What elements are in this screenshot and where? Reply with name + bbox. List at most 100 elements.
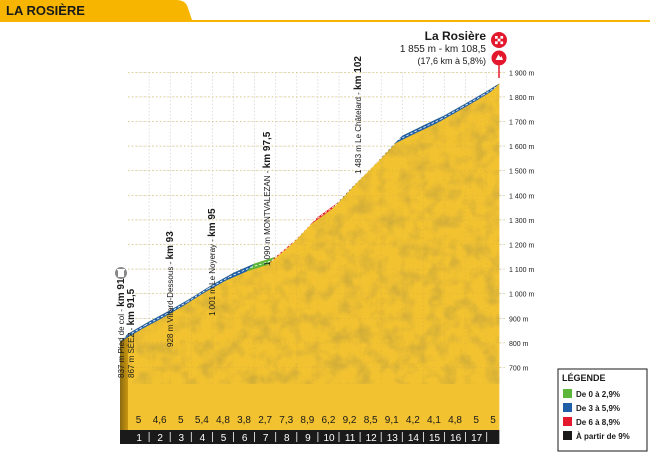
gradient-profile-line xyxy=(120,83,500,342)
y-tick-label: 1 000 m xyxy=(509,292,534,299)
legend-item-moderate: De 3 à 5,9% xyxy=(563,403,620,413)
profile-segment xyxy=(120,321,150,342)
terrain-side xyxy=(120,333,128,438)
gradient-label: 6,2 xyxy=(321,415,335,426)
svg-text:À partir de 9%: À partir de 9% xyxy=(576,432,630,441)
gradient-label: 4,1 xyxy=(427,415,441,426)
km-tick-label: 2 xyxy=(157,433,163,444)
profile-segment xyxy=(309,201,339,225)
header-tab: LA ROSIÈRE xyxy=(0,0,650,22)
gradient-label: 5 xyxy=(178,415,184,426)
bin-icon xyxy=(115,267,127,279)
chart-title: LA ROSIÈRE xyxy=(6,3,85,18)
summit-name: La Rosière xyxy=(425,29,487,43)
gradient-label: 5 xyxy=(473,415,479,426)
summit-altitude-km: 1 855 m - km 108,5 xyxy=(400,44,487,55)
km-tick-label: 13 xyxy=(387,433,399,444)
profile-dash xyxy=(440,107,462,120)
profile-dash xyxy=(271,242,294,262)
y-tick-label: 1 100 m xyxy=(509,267,534,274)
gradient-label: 4,8 xyxy=(216,415,230,426)
km-tick-label: 6 xyxy=(242,433,248,444)
km-tick-label: 5 xyxy=(221,433,227,444)
gradient-label: 5,4 xyxy=(195,415,209,426)
km-tick-label: 14 xyxy=(408,433,420,444)
y-axis: 700 m 800 m 900 m 1 000 m 1 100 m 1 200 m 1 30… xyxy=(509,70,534,372)
km-tick-label: 1 xyxy=(136,433,142,444)
gradient-label: 8,5 xyxy=(364,415,378,426)
waypoint-label: 928 m Villard-Dessous - km 93 xyxy=(165,231,176,347)
profile-dash xyxy=(334,182,357,206)
summit-info: La Rosière 1 855 m - km 108,5 (17,6 km à… xyxy=(400,29,487,66)
profile-dash xyxy=(229,267,251,278)
y-tick-label: 1 800 m xyxy=(509,95,534,102)
summit-climb-stats: (17,6 km à 5,8%) xyxy=(417,56,486,66)
profile-dash xyxy=(482,87,496,96)
svg-text:De 0 à 2,9%: De 0 à 2,9% xyxy=(576,390,620,399)
profile-dash xyxy=(419,118,441,130)
y-tick-label: 1 900 m xyxy=(509,70,534,77)
gradient-label: 5 xyxy=(136,415,142,426)
base-slab xyxy=(120,384,500,438)
km-tick-label: 10 xyxy=(323,433,335,444)
gradient-label: 3,8 xyxy=(237,415,251,426)
gradient-label: 8,9 xyxy=(300,415,314,426)
km-tick-label: 16 xyxy=(450,433,462,444)
profile-dash xyxy=(123,325,146,339)
profile-segment xyxy=(436,103,466,124)
gradient-label: 9,2 xyxy=(343,415,357,426)
y-tick-label: 1 600 m xyxy=(509,144,534,151)
km-tick-label: 9 xyxy=(305,433,311,444)
y-tick-label: 1 200 m xyxy=(509,243,534,250)
legend-item-easy: De 0 à 2,9% xyxy=(563,389,620,399)
profile-dash xyxy=(398,129,420,141)
svg-text:De 6 à 8,9%: De 6 à 8,9% xyxy=(576,418,620,427)
km-tick-label: 15 xyxy=(429,433,441,444)
km-tick-label: 12 xyxy=(366,433,378,444)
km-bar-bg xyxy=(120,430,500,444)
gradient-label: 2,7 xyxy=(258,415,272,426)
profile-dash xyxy=(292,220,315,244)
profile-segment xyxy=(394,125,424,144)
profile-segment xyxy=(183,284,213,306)
legend-item-hard: De 6 à 8,9% xyxy=(563,417,620,427)
gradient-label: 4,2 xyxy=(406,415,420,426)
profile-segment xyxy=(478,83,500,100)
waypoint-label: 1 001 m Le Noyeray - km 95 xyxy=(207,208,218,316)
terrain-area xyxy=(120,72,505,438)
gradient-label: 9,1 xyxy=(385,415,399,426)
profile-dash xyxy=(165,301,188,315)
finish-flag-icon xyxy=(491,32,507,48)
waypoint-label: 867 m SÉEZ - km 91,5 xyxy=(126,288,137,378)
profile-dash xyxy=(376,139,399,163)
km-tick-label: 17 xyxy=(471,433,483,444)
profile-segment xyxy=(415,115,445,134)
y-tick-label: 1 400 m xyxy=(509,193,534,200)
legend-title: LÉGENDE xyxy=(562,373,606,383)
waypoint-label: 837 m Pied de col - km 91 xyxy=(116,278,127,378)
y-tick-label: 900 m xyxy=(509,316,529,323)
y-tick-label: 700 m xyxy=(509,366,529,373)
profile-dash xyxy=(208,276,230,289)
profile-dash xyxy=(144,313,167,326)
profile-segment xyxy=(204,272,234,293)
profile-segment xyxy=(162,297,192,319)
y-tick-label: 1 700 m xyxy=(509,120,534,127)
y-tick-label: 1 300 m xyxy=(509,218,534,225)
waypoint-label: 1 090 m MONTVALEZAN - km 97,5 xyxy=(262,131,273,266)
profile-segment xyxy=(141,310,171,330)
profile-segment xyxy=(457,91,487,112)
km-bar: 5 4,6 5 5,4 4,8 3,8 2,7 7,3 8,9 6,2 9,2 8,5 9,1 4,2 4,… xyxy=(120,415,500,444)
km-tick-label: 8 xyxy=(284,433,290,444)
profile-dash xyxy=(250,260,272,268)
profile-dash xyxy=(355,161,378,184)
gradient-label: 7,3 xyxy=(279,415,293,426)
gradient-label: 4,8 xyxy=(448,415,462,426)
km-tick-label: 3 xyxy=(179,433,185,444)
gradient-label: 4,6 xyxy=(153,415,167,426)
svg-text:De 3 à 5,9%: De 3 à 5,9% xyxy=(576,404,620,413)
y-tick-label: 1 500 m xyxy=(509,169,534,176)
legend: LÉGENDE De 0 à 2,9% De 3 à 5,9% De 6 à 8… xyxy=(557,368,648,452)
